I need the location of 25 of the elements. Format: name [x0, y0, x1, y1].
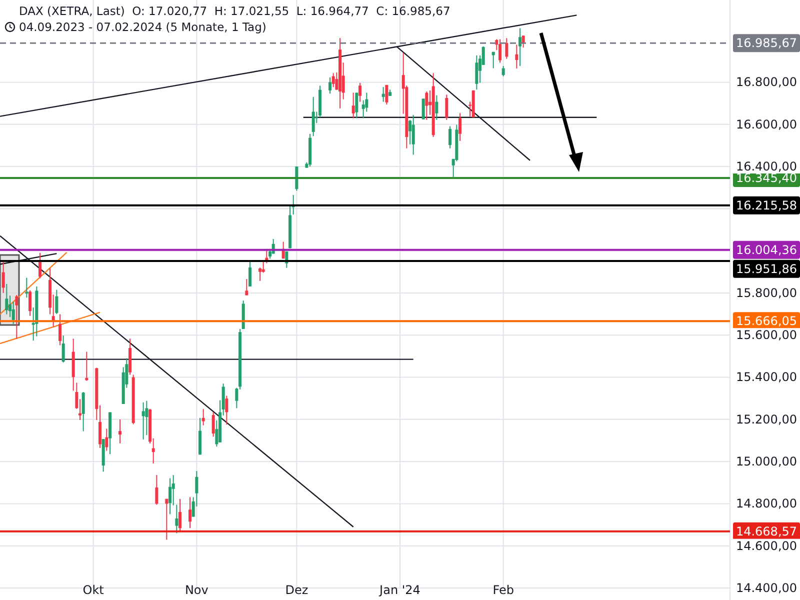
y-tick-label: 15.800,00	[736, 286, 798, 300]
y-tick-label: 16.800,00	[736, 75, 798, 90]
ref-line-label: 16.215,58	[736, 198, 798, 212]
y-tick-label: 14.400,00	[736, 581, 798, 595]
ref-line-label: 15.666,05	[736, 314, 798, 328]
x-tick-label: Dez	[285, 583, 308, 597]
ref-line-label: 14.668,57	[736, 524, 798, 538]
ref-line-label: 15.951,86	[736, 262, 798, 276]
y-tick-label: 14.800,00	[736, 496, 798, 511]
y-tick-label: 15.600,00	[736, 328, 798, 342]
ref-line-label: 16.004,36	[736, 242, 798, 257]
ref-line-label: 16.985,67	[736, 36, 798, 50]
y-tick-label: 15.400,00	[736, 370, 798, 384]
y-tick-label: 16.600,00	[736, 117, 798, 132]
x-tick-label: Jan '24	[378, 583, 420, 597]
y-tick-label: 14.600,00	[736, 538, 798, 553]
ref-line-label: 16.345,40	[736, 171, 798, 185]
text: 04.09.2023 - 07.02.2024 (5 Monate, 1 Tag)	[19, 20, 266, 34]
x-tick-label: Feb	[492, 583, 514, 597]
x-tick-label: Okt	[82, 583, 104, 597]
chart-title: DAX (XETRA, Last) O: 17.020,77 H: 17.021,55 L: 16.964,77 C: 16.985,67	[19, 4, 450, 18]
y-tick-label: 15.200,00	[736, 412, 798, 426]
y-tick-label: 15.000,00	[736, 454, 798, 469]
x-tick-label: Nov	[184, 583, 208, 597]
y-tick-label: 16.400,00	[736, 159, 798, 174]
